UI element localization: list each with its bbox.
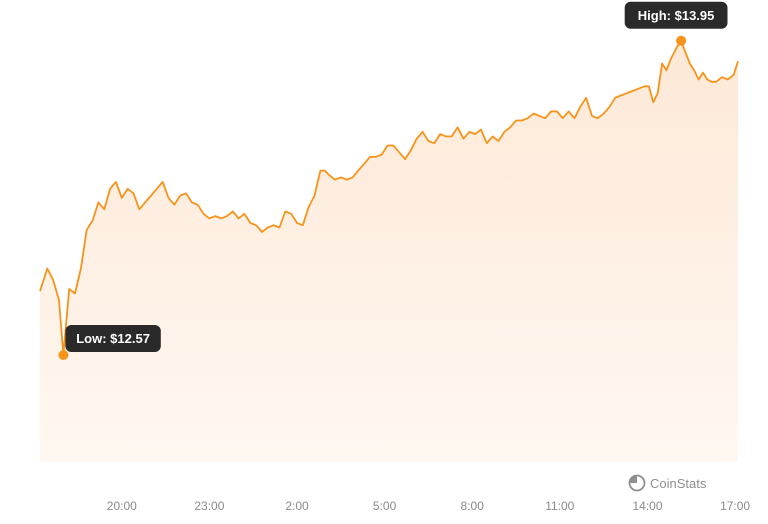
low-marker xyxy=(58,350,69,360)
x-tick-label: 20:00 xyxy=(107,499,137,513)
callout-box xyxy=(624,1,728,29)
price-line xyxy=(39,39,739,356)
low-label: Low: $12.57 xyxy=(76,331,150,346)
callout-box xyxy=(65,325,161,352)
high-marker xyxy=(676,35,687,46)
low-callout: Low: $12.57 xyxy=(65,325,161,352)
high-callout: High: $13.95 xyxy=(624,1,728,29)
x-tick-label: 14:00 xyxy=(632,499,662,513)
high-label: High: $13.95 xyxy=(638,8,715,23)
brand-name: CoinStats xyxy=(650,475,707,491)
price-area-fill xyxy=(40,40,738,463)
x-tick-label: 8:00 xyxy=(461,499,485,513)
x-tick-label: 5:00 xyxy=(373,499,397,513)
x-tick-label: 11:00 xyxy=(545,499,574,513)
coinstats-watermark: CoinStats xyxy=(628,474,706,492)
coinstats-logo-icon xyxy=(628,474,646,492)
x-tick-label: 2:00 xyxy=(285,499,309,513)
x-tick-label: 23:00 xyxy=(194,499,224,513)
x-tick-label: 17:00 xyxy=(720,499,750,513)
